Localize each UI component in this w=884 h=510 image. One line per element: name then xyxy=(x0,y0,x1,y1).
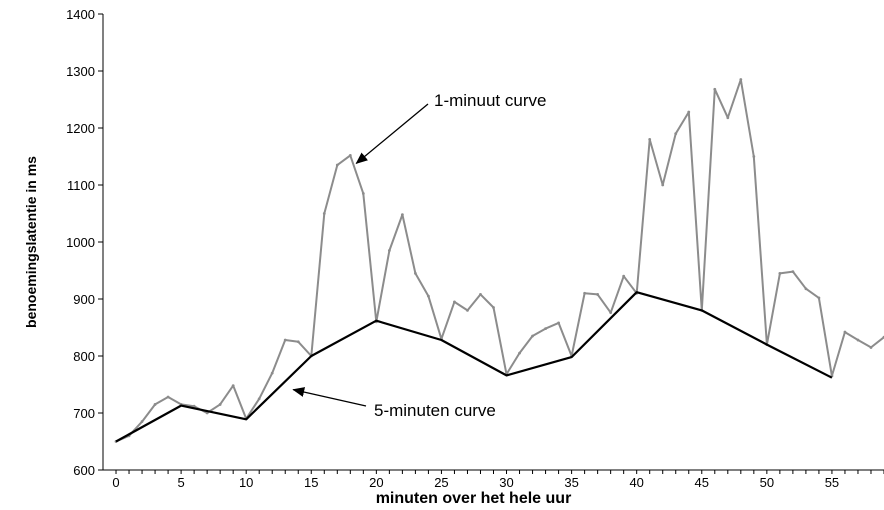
x-tick-label: 55 xyxy=(825,475,839,490)
y-tick-label: 1300 xyxy=(66,64,95,79)
y-tick-label: 1000 xyxy=(66,235,95,250)
data-point xyxy=(400,213,404,217)
data-point xyxy=(674,132,678,136)
data-point xyxy=(648,138,652,141)
annotation-5-minuten-label: 5-minuten curve xyxy=(374,401,496,420)
data-point xyxy=(531,334,534,338)
x-tick-label: 0 xyxy=(112,475,119,490)
series-line-5-minuten xyxy=(115,291,833,443)
x-tick-label: 35 xyxy=(564,475,578,490)
data-point xyxy=(153,403,157,406)
data-point xyxy=(192,404,196,408)
x-tick-label: 30 xyxy=(499,475,513,490)
annotation-1-minuut-label: 1-minuut curve xyxy=(434,91,546,110)
data-point xyxy=(557,321,560,325)
data-point xyxy=(166,395,170,399)
data-point xyxy=(817,296,821,300)
data-point xyxy=(270,371,274,375)
data-point xyxy=(414,271,417,275)
data-point xyxy=(427,294,430,298)
annotation-layer: 1-minuut curve 5-minuten curve xyxy=(292,91,546,420)
x-tick-label: 10 xyxy=(239,475,253,490)
x-tick-label: 40 xyxy=(629,475,643,490)
y-tick-label: 600 xyxy=(73,463,95,478)
data-point xyxy=(856,338,860,342)
y-tick-label: 1400 xyxy=(66,7,95,22)
data-point xyxy=(843,330,847,334)
y-axis-title: benoemingslatentie in ms xyxy=(23,156,39,328)
data-point xyxy=(778,271,782,275)
x-tick-label: 5 xyxy=(177,475,184,490)
data-point xyxy=(687,110,691,114)
data-point xyxy=(335,163,339,167)
data-point xyxy=(713,87,717,91)
data-point xyxy=(752,155,756,158)
annotation-5-minuten-arrow xyxy=(292,387,367,407)
data-point xyxy=(726,116,730,120)
y-tick-label: 900 xyxy=(73,292,95,307)
x-tick-label: 15 xyxy=(304,475,318,490)
x-axis: 0 5 10 15 20 25 30 35 40 45 50 55 xyxy=(103,469,884,490)
data-point xyxy=(804,287,808,291)
x-axis-title: minuten over het hele uur xyxy=(376,490,572,507)
data-point xyxy=(609,311,613,315)
data-point xyxy=(466,309,469,312)
series-line-1-minuut xyxy=(115,78,884,443)
data-point xyxy=(869,346,873,349)
y-tick-label: 1200 xyxy=(66,121,95,136)
y-tick-label: 1100 xyxy=(67,178,95,193)
data-point xyxy=(257,397,261,401)
y-tick-label: 800 xyxy=(73,349,95,364)
x-tick-label: 50 xyxy=(760,475,774,490)
data-point xyxy=(453,300,456,304)
data-point xyxy=(596,293,600,296)
data-point xyxy=(661,183,665,187)
x-tick-label: 20 xyxy=(369,475,383,490)
data-point xyxy=(140,420,144,423)
series-layer xyxy=(114,78,884,443)
data-point xyxy=(544,327,547,331)
data-point xyxy=(387,249,391,252)
data-point xyxy=(583,291,587,295)
y-tick-label: 700 xyxy=(73,406,95,421)
data-point xyxy=(739,78,743,81)
annotation-1-minuut-arrow xyxy=(355,103,429,164)
data-point xyxy=(361,192,365,195)
data-point xyxy=(791,270,795,274)
data-point xyxy=(492,306,495,309)
data-point xyxy=(518,351,521,355)
data-point xyxy=(231,384,235,388)
y-axis: 600 700 800 900 1000 1100 1200 1300 1400 xyxy=(66,7,104,478)
x-tick-label: 45 xyxy=(695,475,709,490)
data-point xyxy=(322,212,326,215)
data-point xyxy=(283,338,287,342)
data-point xyxy=(622,274,626,278)
data-point xyxy=(348,153,352,157)
x-tick-label: 25 xyxy=(434,475,448,490)
data-point xyxy=(218,403,222,406)
data-point xyxy=(479,293,482,296)
data-point xyxy=(296,340,300,344)
